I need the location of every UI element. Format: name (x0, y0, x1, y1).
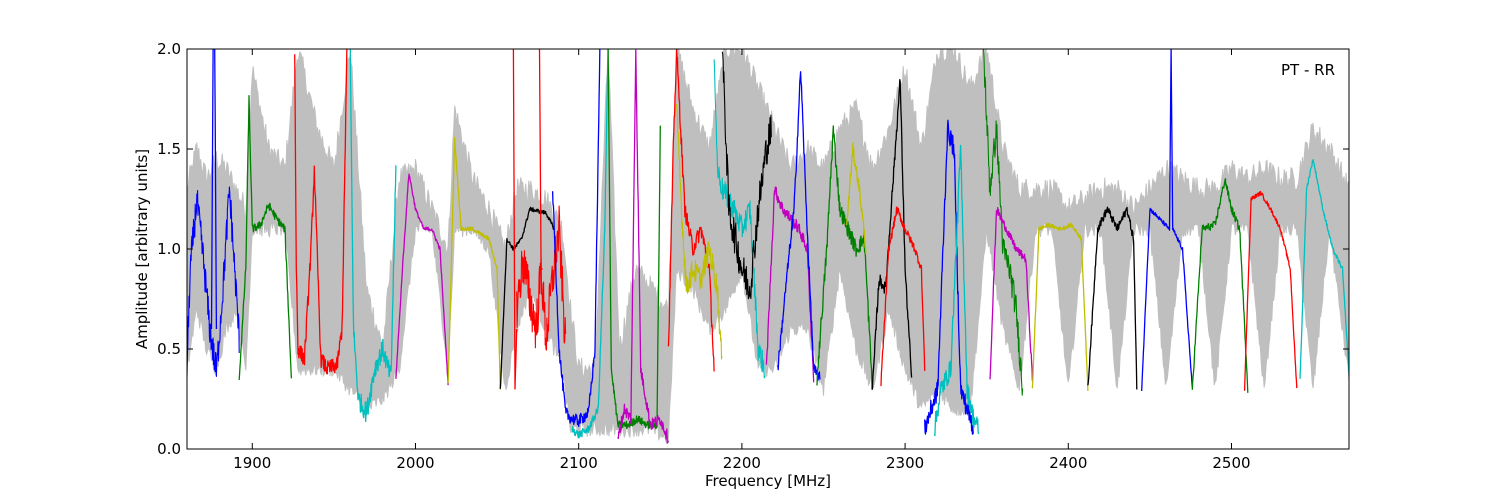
series-line-15 (617, 49, 670, 444)
y-tick-label: 1.0 (157, 240, 181, 258)
series-line-7 (447, 136, 501, 390)
x-tick-label: 1900 (233, 454, 271, 472)
envelope-layer (187, 49, 1349, 444)
series-line-3 (238, 95, 293, 381)
series-line-11 (538, 49, 544, 270)
series-line-32 (1141, 49, 1193, 392)
series-line-35 (1299, 158, 1349, 379)
x-tick-label: 2500 (1212, 454, 1250, 472)
y-tick-label: 1.5 (157, 140, 181, 158)
series-line-21 (777, 71, 821, 382)
series-line-28 (983, 49, 1024, 396)
series-line-24 (871, 78, 913, 390)
x-tick-label: 2400 (1049, 454, 1087, 472)
series-line-19 (721, 51, 772, 300)
series-line-33 (1191, 177, 1249, 393)
y-tick-label: 2.0 (157, 40, 181, 58)
x-tick-label: 2100 (560, 454, 598, 472)
series-line-27 (933, 144, 980, 437)
x-axis-ticks: 1900 2000 2100 2200 2300 2400 2500 (233, 49, 1251, 472)
series-line-18 (713, 59, 766, 379)
series-line-12 (551, 49, 601, 428)
series-line-25 (880, 206, 926, 387)
series-line-13 (571, 49, 609, 439)
series-line-6 (395, 173, 449, 386)
series-line-26 (924, 119, 974, 435)
series-line-29 (989, 206, 1034, 381)
spread-envelope (187, 49, 1349, 444)
series-line-8 (499, 206, 555, 389)
x-tick-label: 2000 (396, 454, 434, 472)
series-line-34 (1243, 190, 1298, 391)
series-layer (187, 49, 1349, 444)
series-line-30 (1031, 222, 1089, 391)
chart-annotation: PT - RR (1281, 61, 1335, 79)
series-line-2 (210, 49, 218, 330)
series-line-22 (816, 125, 873, 391)
series-line-4 (294, 49, 348, 375)
x-tick-label: 2300 (886, 454, 924, 472)
x-axis-label: Frequency [MHz] (705, 472, 831, 490)
series-line-1 (187, 186, 240, 378)
series-line-5 (349, 49, 397, 423)
series-line-9 (512, 49, 518, 390)
y-axis-ticks: 0.0 0.5 1.0 1.5 2.0 (157, 40, 1349, 458)
y-axis-label: Amplitude [arbitrary units] (133, 149, 151, 349)
y-tick-label: 0.0 (157, 440, 181, 458)
x-tick-label: 2200 (723, 454, 761, 472)
series-line-20 (765, 186, 815, 383)
y-tick-label: 0.5 (157, 340, 181, 358)
series-line-17 (676, 103, 723, 360)
series-line-23 (845, 142, 867, 254)
series-line-31 (1087, 206, 1138, 390)
